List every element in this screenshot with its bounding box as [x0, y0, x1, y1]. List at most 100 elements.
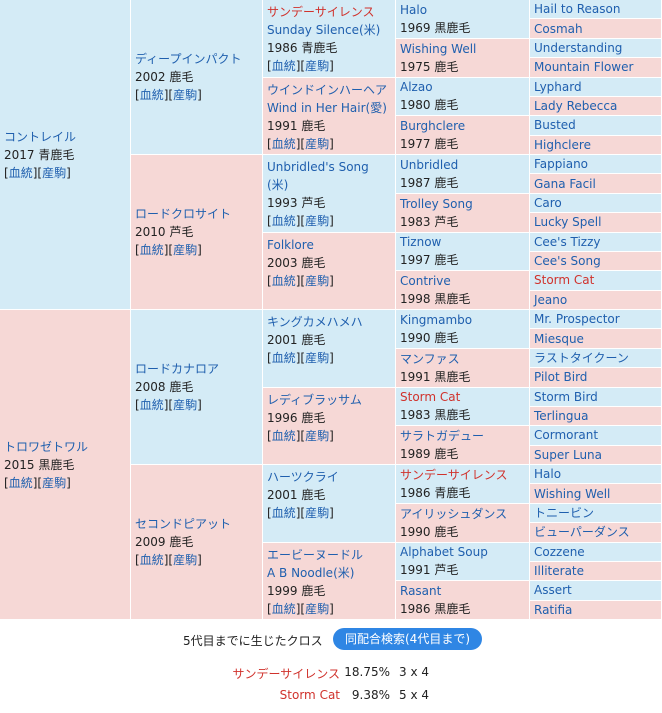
- link-offspring[interactable]: 産駒: [173, 88, 198, 102]
- horse-name-link[interactable]: エービーヌードル: [267, 547, 364, 562]
- horse-name-link[interactable]: セコンドピアット: [135, 517, 232, 531]
- link-pedigree[interactable]: 血統: [271, 506, 296, 520]
- horse-name-link[interactable]: Alzao: [400, 80, 433, 95]
- link-pedigree[interactable]: 血統: [139, 243, 164, 257]
- link-pedigree[interactable]: 血統: [271, 428, 296, 443]
- horse-name-link[interactable]: Wishing Well: [534, 486, 611, 501]
- horse-name-link[interactable]: Lady Rebecca: [534, 99, 618, 114]
- horse-origin-name[interactable]: A B Noodle(米): [267, 565, 355, 580]
- horse-name-link[interactable]: トロワゼトワル: [4, 439, 89, 454]
- horse-origin-name[interactable]: (米): [267, 178, 289, 192]
- horse-name-link[interactable]: Terlingua: [534, 409, 589, 424]
- pedigree-cell: Pilot Bird: [530, 368, 662, 388]
- horse-name-link[interactable]: Storm Cat: [400, 390, 461, 405]
- horse-name-link[interactable]: Trolley Song: [400, 196, 473, 211]
- horse-name-link[interactable]: Jeano: [534, 292, 568, 307]
- horse-name-link[interactable]: Unbridled's Song: [267, 160, 369, 174]
- horse-name-link[interactable]: Busted: [534, 118, 576, 133]
- horse-name-link[interactable]: サンデーサイレンス: [400, 467, 508, 482]
- horse-name-link[interactable]: Understanding: [534, 40, 623, 55]
- horse-name-link[interactable]: Caro: [534, 195, 562, 210]
- cross-horse-name[interactable]: サンデーサイレンス: [232, 667, 340, 681]
- horse-name-link[interactable]: Lucky Spell: [534, 215, 602, 230]
- horse-name-link[interactable]: アイリッシュダンス: [400, 506, 508, 521]
- horse-name-link[interactable]: Illiterate: [534, 564, 585, 579]
- link-offspring[interactable]: 産駒: [305, 506, 330, 520]
- link-offspring[interactable]: 産駒: [42, 165, 67, 180]
- horse-name-link[interactable]: Cee's Song: [534, 254, 601, 269]
- horse-name-link[interactable]: ロードカナロア: [135, 362, 220, 376]
- horse-name-link[interactable]: Storm Bird: [534, 389, 598, 404]
- horse-name-link[interactable]: コントレイル: [4, 129, 77, 144]
- horse-name-link[interactable]: Super Luna: [534, 447, 603, 462]
- horse-name-link[interactable]: Alphabet Soup: [400, 545, 488, 560]
- horse-name-link[interactable]: ロードクロサイト: [135, 207, 232, 221]
- horse-name-link[interactable]: ハーツクライ: [267, 470, 339, 484]
- horse-name-link[interactable]: ディープインパクト: [135, 52, 242, 66]
- horse-name-link[interactable]: Halo: [400, 2, 428, 17]
- link-pedigree[interactable]: 血統: [8, 165, 33, 180]
- horse-name-link[interactable]: ラストタイクーン: [534, 350, 629, 365]
- horse-name-link[interactable]: Kingmambo: [400, 312, 473, 327]
- horse-name-link[interactable]: マンファス: [400, 351, 460, 366]
- link-offspring[interactable]: 産駒: [42, 475, 67, 490]
- horse-name-link[interactable]: サンデーサイレンス: [267, 5, 375, 19]
- horse-name-link[interactable]: Assert: [534, 583, 572, 598]
- horse-name-link[interactable]: トニービン: [534, 505, 595, 520]
- pedigree-cell: Alphabet Soup 1991 芦毛: [396, 542, 530, 582]
- horse-origin-name[interactable]: Wind in Her Hair(愛): [267, 100, 387, 115]
- horse-name-link[interactable]: サラトガデュー: [400, 429, 485, 444]
- link-pedigree[interactable]: 血統: [271, 273, 296, 288]
- horse-name-link[interactable]: Cormorant: [534, 428, 599, 443]
- horse-origin-name[interactable]: Sunday Silence(米): [267, 23, 381, 37]
- horse-name-link[interactable]: Unbridled: [400, 157, 459, 172]
- horse-name-link[interactable]: Cosmah: [534, 21, 583, 36]
- horse-name-link[interactable]: Pilot Bird: [534, 370, 588, 385]
- horse-name-link[interactable]: Cee's Tizzy: [534, 234, 601, 249]
- horse-name-link[interactable]: キングカメハメハ: [267, 315, 363, 329]
- horse-name-link[interactable]: Ratifia: [534, 602, 573, 617]
- link-offspring[interactable]: 産駒: [305, 59, 330, 73]
- link-pedigree[interactable]: 血統: [271, 351, 296, 365]
- horse-name-link[interactable]: Fappiano: [534, 157, 589, 172]
- horse-name-link[interactable]: Halo: [534, 467, 562, 482]
- same-breeding-search-button[interactable]: 同配合検索(4代目まで): [333, 628, 482, 650]
- link-offspring[interactable]: 産駒: [173, 398, 198, 412]
- horse-name-link[interactable]: Contrive: [400, 274, 451, 289]
- horse-name-link[interactable]: Miesque: [534, 331, 584, 346]
- horse-name-link[interactable]: Mountain Flower: [534, 60, 634, 75]
- horse-name-link[interactable]: Folklore: [267, 237, 314, 252]
- link-offspring[interactable]: 産駒: [305, 136, 330, 151]
- horse-name-link[interactable]: Hail to Reason: [534, 2, 621, 17]
- cross-horse-name[interactable]: Storm Cat: [279, 688, 340, 702]
- horse-name-link[interactable]: ビューパーダンス: [534, 525, 630, 540]
- link-offspring[interactable]: 産駒: [305, 428, 330, 443]
- link-offspring[interactable]: 産駒: [305, 214, 330, 228]
- horse-name-link[interactable]: Storm Cat: [534, 273, 595, 288]
- link-offspring[interactable]: 産駒: [173, 243, 198, 257]
- pedigree-cell: ロードクロサイト 2010 芦毛 [血統][産駒]: [131, 155, 263, 310]
- link-offspring[interactable]: 産駒: [305, 601, 330, 616]
- horse-name-link[interactable]: Wishing Well: [400, 41, 477, 56]
- link-pedigree[interactable]: 血統: [271, 136, 296, 151]
- link-pedigree[interactable]: 血統: [8, 475, 33, 490]
- horse-name-link[interactable]: Mr. Prospector: [534, 312, 620, 327]
- horse-name-link[interactable]: Highclere: [534, 137, 591, 152]
- horse-name-link[interactable]: Cozzene: [534, 544, 585, 559]
- link-pedigree[interactable]: 血統: [139, 88, 164, 102]
- link-pedigree[interactable]: 血統: [271, 59, 296, 73]
- link-pedigree[interactable]: 血統: [271, 601, 296, 616]
- horse-name-link[interactable]: Lyphard: [534, 79, 582, 94]
- horse-name-link[interactable]: Gana Facil: [534, 176, 596, 191]
- link-offspring[interactable]: 産駒: [305, 351, 330, 365]
- link-pedigree[interactable]: 血統: [271, 214, 296, 228]
- horse-name-link[interactable]: レディブラッサム: [267, 392, 362, 407]
- horse-name-link[interactable]: Rasant: [400, 584, 442, 599]
- link-pedigree[interactable]: 血統: [139, 553, 164, 567]
- horse-name-link[interactable]: Burghclere: [400, 119, 466, 134]
- link-offspring[interactable]: 産駒: [305, 273, 330, 288]
- link-offspring[interactable]: 産駒: [173, 553, 198, 567]
- horse-name-link[interactable]: ウインドインハーヘア: [267, 82, 388, 97]
- link-pedigree[interactable]: 血統: [139, 398, 164, 412]
- horse-name-link[interactable]: Tiznow: [400, 235, 442, 250]
